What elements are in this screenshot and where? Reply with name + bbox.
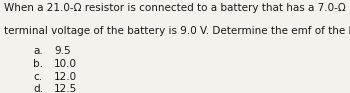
- Text: d.: d.: [33, 84, 43, 93]
- Text: b.: b.: [33, 59, 43, 69]
- Text: 12.5: 12.5: [54, 84, 77, 93]
- Text: 12.0: 12.0: [54, 72, 77, 82]
- Text: a.: a.: [33, 46, 43, 57]
- Text: terminal voltage of the battery is 9.0 V. Determine the emf of the battery (in V: terminal voltage of the battery is 9.0 V…: [4, 26, 350, 36]
- Text: When a 21.0-Ω resistor is connected to a battery that has a 7.0-Ω internal resis: When a 21.0-Ω resistor is connected to a…: [4, 3, 350, 13]
- Text: 9.5: 9.5: [54, 46, 71, 57]
- Text: c.: c.: [33, 72, 42, 82]
- Text: 10.0: 10.0: [54, 59, 77, 69]
